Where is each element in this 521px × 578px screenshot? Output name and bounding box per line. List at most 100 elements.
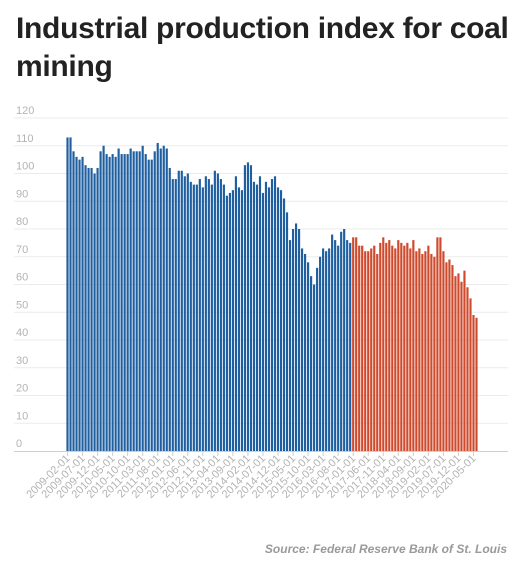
bar: [148, 160, 150, 451]
bar: [265, 182, 267, 451]
bar: [115, 157, 117, 451]
bar: [166, 149, 168, 451]
bar: [385, 243, 387, 451]
bar: [424, 251, 426, 451]
bar: [373, 246, 375, 451]
bar: [286, 212, 288, 451]
bar: [87, 168, 89, 451]
y-tick-label: 80: [16, 216, 28, 228]
bar: [454, 276, 456, 451]
y-tick-label: 50: [16, 299, 28, 311]
bar: [370, 248, 372, 451]
bar: [415, 251, 417, 451]
y-tick-label: 90: [16, 188, 28, 200]
bar: [391, 246, 393, 451]
bar: [331, 235, 333, 451]
bar: [202, 187, 204, 451]
bar: [157, 143, 159, 451]
bar: [69, 137, 71, 451]
bar: [301, 248, 303, 451]
bar: [298, 229, 300, 451]
bar: [283, 198, 285, 451]
bar: [78, 160, 80, 451]
y-tick-label: 10: [16, 410, 28, 422]
bar: [109, 157, 111, 451]
bar: [289, 240, 291, 451]
bar: [367, 251, 369, 451]
bar: [277, 187, 279, 451]
bar: [307, 262, 309, 451]
bar: [343, 229, 345, 451]
bar: [379, 243, 381, 451]
bar: [145, 154, 147, 451]
bar: [169, 168, 171, 451]
bar: [106, 154, 108, 451]
bar: [322, 248, 324, 451]
bar: [409, 248, 411, 451]
bar: [316, 268, 318, 451]
bar: [460, 282, 462, 451]
bar: [358, 246, 360, 451]
bar: [361, 246, 363, 451]
bar: [292, 229, 294, 451]
bar: [211, 185, 213, 451]
y-tick-label: 110: [16, 133, 34, 145]
bar: [220, 179, 222, 451]
bar: [394, 248, 396, 451]
bar: [241, 190, 243, 451]
bar: [160, 149, 162, 451]
bar: [118, 149, 120, 451]
bar: [421, 254, 423, 451]
bar: [334, 240, 336, 451]
y-tick-label: 20: [16, 383, 28, 395]
x-axis: 2009-02-012009-07-012009-12-012010-05-01…: [24, 452, 478, 501]
y-tick-label: 70: [16, 244, 28, 256]
bar: [93, 174, 95, 452]
bar: [66, 137, 68, 451]
bars: [66, 137, 477, 451]
bar: [271, 179, 273, 451]
bar: [469, 298, 471, 451]
y-tick-label: 0: [16, 438, 22, 450]
bar: [346, 240, 348, 451]
bar: [199, 179, 201, 451]
bar: [433, 257, 435, 451]
bar: [232, 190, 234, 451]
bar: [103, 146, 105, 451]
bar: [244, 165, 246, 451]
bar: [175, 179, 177, 451]
bar: [187, 174, 189, 452]
bar: [136, 151, 138, 451]
bar: [217, 174, 219, 452]
bar: [472, 315, 474, 451]
bar: [403, 246, 405, 451]
bar: [196, 185, 198, 451]
y-tick-label: 40: [16, 327, 28, 339]
bar: [193, 185, 195, 451]
bar: [475, 318, 477, 451]
bar: [274, 176, 276, 451]
bar: [127, 154, 129, 451]
bar: [352, 237, 354, 451]
bar: [349, 243, 351, 451]
bar: [466, 287, 468, 451]
bar: [439, 237, 441, 451]
bar: [208, 179, 210, 451]
bar: [178, 171, 180, 451]
bar: [268, 187, 270, 451]
bar: [81, 157, 83, 451]
bar: [259, 176, 261, 451]
bar: [340, 232, 342, 451]
bar: [256, 185, 258, 451]
bar: [382, 237, 384, 451]
bar: [445, 262, 447, 451]
bar: [229, 193, 231, 451]
bar: [124, 154, 126, 451]
bar: [75, 157, 77, 451]
bar: [84, 165, 86, 451]
bar: [130, 149, 132, 451]
bar: [250, 165, 252, 451]
bar: [400, 243, 402, 451]
bar: [310, 276, 312, 451]
